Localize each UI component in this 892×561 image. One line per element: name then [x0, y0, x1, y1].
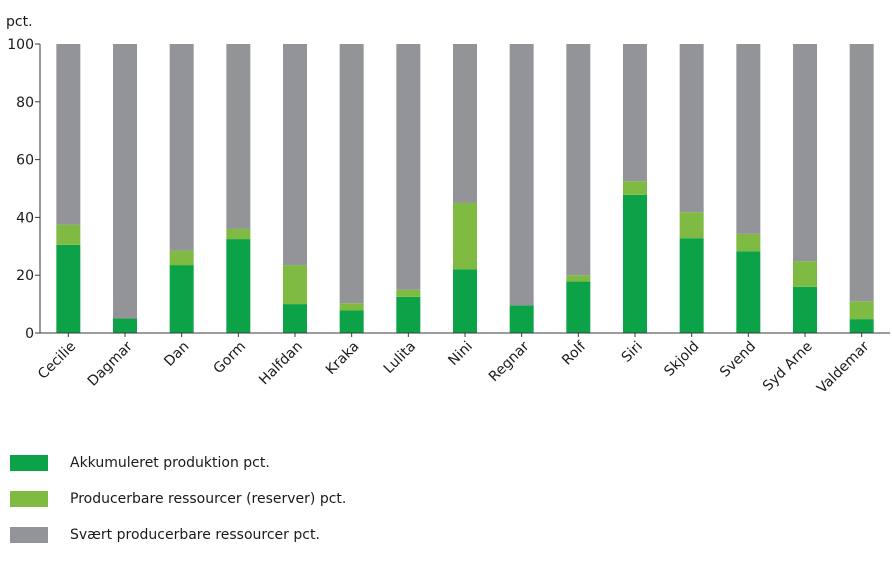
bar-dagmar-akkumuleret-produktion-pct: [113, 318, 137, 333]
x-tick-label: Svend: [717, 339, 759, 381]
bar-dan-sv-rt-producerbare-ressourcer-pct: [169, 44, 194, 251]
bar-gorm-akkumuleret-produktion-pct: [226, 239, 251, 333]
x-tick-label: Skjold: [661, 339, 702, 380]
legend-label-reserver: Producerbare ressourcer (reserver) pct.: [70, 491, 347, 507]
bar-gorm-sv-rt-producerbare-ressourcer-pct: [226, 44, 251, 229]
bar-halfdan-producerbare-ressourcer-reserver-pct: [283, 265, 307, 305]
y-tick-label: 60: [16, 153, 34, 169]
bar-syd-arne-producerbare-ressourcer-reserver-pct: [793, 261, 817, 287]
legend-item-reserver: Producerbare ressourcer (reserver) pct.: [10, 489, 346, 509]
bar-syd-arne-akkumuleret-produktion-pct: [793, 286, 817, 333]
bar-valdemar-akkumuleret-produktion-pct: [849, 319, 874, 333]
bar-cecilie-producerbare-ressourcer-reserver-pct: [56, 224, 81, 245]
bar-nini-sv-rt-producerbare-ressourcer-pct: [453, 44, 477, 203]
bar-cecilie-akkumuleret-produktion-pct: [56, 244, 81, 333]
bar-siri-producerbare-ressourcer-reserver-pct: [623, 181, 647, 195]
bar-regnar-akkumuleret-produktion-pct: [509, 305, 534, 333]
bars: [56, 44, 874, 333]
x-tick-label: Dan: [161, 339, 192, 370]
x-tick-label: Siri: [619, 339, 646, 366]
x-tick-label: Halfdan: [256, 339, 306, 389]
bar-kraka-sv-rt-producerbare-ressourcer-pct: [339, 44, 364, 304]
x-tick-label: Dagmar: [85, 338, 136, 389]
x-tick-label: Valdemar: [814, 338, 872, 396]
x-axis: Cecilie Dagmar Dan Gorm Halfdan Kraka Lulita Ni…: [35, 332, 890, 397]
y-axis-unit-label: pct.: [6, 14, 33, 30]
y-tick-label: 20: [16, 268, 34, 284]
bar-valdemar-producerbare-ressourcer-reserver-pct: [849, 301, 874, 320]
legend-label-akkumuleret: Akkumuleret produktion pct.: [70, 455, 270, 471]
bar-kraka-producerbare-ressourcer-reserver-pct: [339, 303, 364, 311]
bar-dan-producerbare-ressourcer-reserver-pct: [169, 250, 194, 266]
bar-gorm-producerbare-ressourcer-reserver-pct: [226, 228, 251, 240]
x-tick-label: Cecilie: [35, 339, 79, 383]
bar-rolf-producerbare-ressourcer-reserver-pct: [566, 275, 591, 282]
bar-dan-akkumuleret-produktion-pct: [169, 265, 194, 333]
bar-lulita-producerbare-ressourcer-reserver-pct: [396, 289, 421, 297]
bar-syd-arne-sv-rt-producerbare-ressourcer-pct: [793, 44, 817, 262]
bar-svend-sv-rt-producerbare-ressourcer-pct: [736, 44, 761, 234]
legend-swatch-akkumuleret: [10, 455, 48, 471]
x-tick-label: Syd Arne: [760, 339, 816, 395]
bar-nini-producerbare-ressourcer-reserver-pct: [453, 202, 477, 270]
legend-swatch-reserver: [10, 491, 48, 507]
legend: Akkumuleret produktion pct. Producerbare…: [10, 453, 346, 561]
bar-halfdan-sv-rt-producerbare-ressourcer-pct: [283, 44, 307, 266]
x-tick-label: Rolf: [559, 338, 590, 369]
stacked-bar-chart: pct. 0 20 40 60 80 100 Cecilie Dagmar Dan Gorm Ha…: [6, 14, 890, 397]
y-tick-label: 80: [16, 95, 34, 111]
bar-skjold-akkumuleret-produktion-pct: [679, 238, 704, 333]
bar-lulita-sv-rt-producerbare-ressourcer-pct: [396, 44, 421, 290]
legend-label-svaert: Svært producerbare ressourcer pct.: [70, 527, 320, 543]
bar-svend-akkumuleret-produktion-pct: [736, 251, 761, 333]
bar-siri-sv-rt-producerbare-ressourcer-pct: [623, 44, 647, 182]
bar-skjold-producerbare-ressourcer-reserver-pct: [679, 212, 704, 239]
bar-svend-producerbare-ressourcer-reserver-pct: [736, 233, 761, 252]
bar-kraka-akkumuleret-produktion-pct: [339, 310, 364, 333]
bar-halfdan-akkumuleret-produktion-pct: [283, 304, 307, 333]
legend-swatch-svaert: [10, 527, 48, 543]
bar-nini-akkumuleret-produktion-pct: [453, 269, 477, 333]
bar-dagmar-sv-rt-producerbare-ressourcer-pct: [113, 44, 137, 319]
bar-rolf-akkumuleret-produktion-pct: [566, 281, 591, 333]
y-tick-label: 0: [25, 326, 34, 342]
x-tick-label: Kraka: [323, 339, 363, 379]
y-axis: 0 20 40 60 80 100: [7, 37, 41, 342]
x-tick-label: Lulita: [381, 339, 419, 377]
bar-siri-akkumuleret-produktion-pct: [623, 194, 647, 333]
bar-regnar-sv-rt-producerbare-ressourcer-pct: [509, 44, 534, 306]
legend-item-akkumuleret: Akkumuleret produktion pct.: [10, 453, 346, 473]
bar-skjold-sv-rt-producerbare-ressourcer-pct: [679, 44, 704, 213]
bar-valdemar-sv-rt-producerbare-ressourcer-pct: [849, 44, 874, 302]
bar-rolf-sv-rt-producerbare-ressourcer-pct: [566, 44, 591, 276]
bar-cecilie-sv-rt-producerbare-ressourcer-pct: [56, 44, 81, 225]
bar-lulita-akkumuleret-produktion-pct: [396, 296, 421, 333]
x-tick-label: Nini: [445, 339, 475, 369]
x-tick-label: Regnar: [486, 338, 533, 385]
y-tick-label: 40: [16, 210, 34, 226]
y-tick-label: 100: [7, 37, 34, 53]
x-tick-label: Gorm: [211, 339, 250, 378]
legend-item-svaert: Svært producerbare ressourcer pct.: [10, 525, 346, 545]
